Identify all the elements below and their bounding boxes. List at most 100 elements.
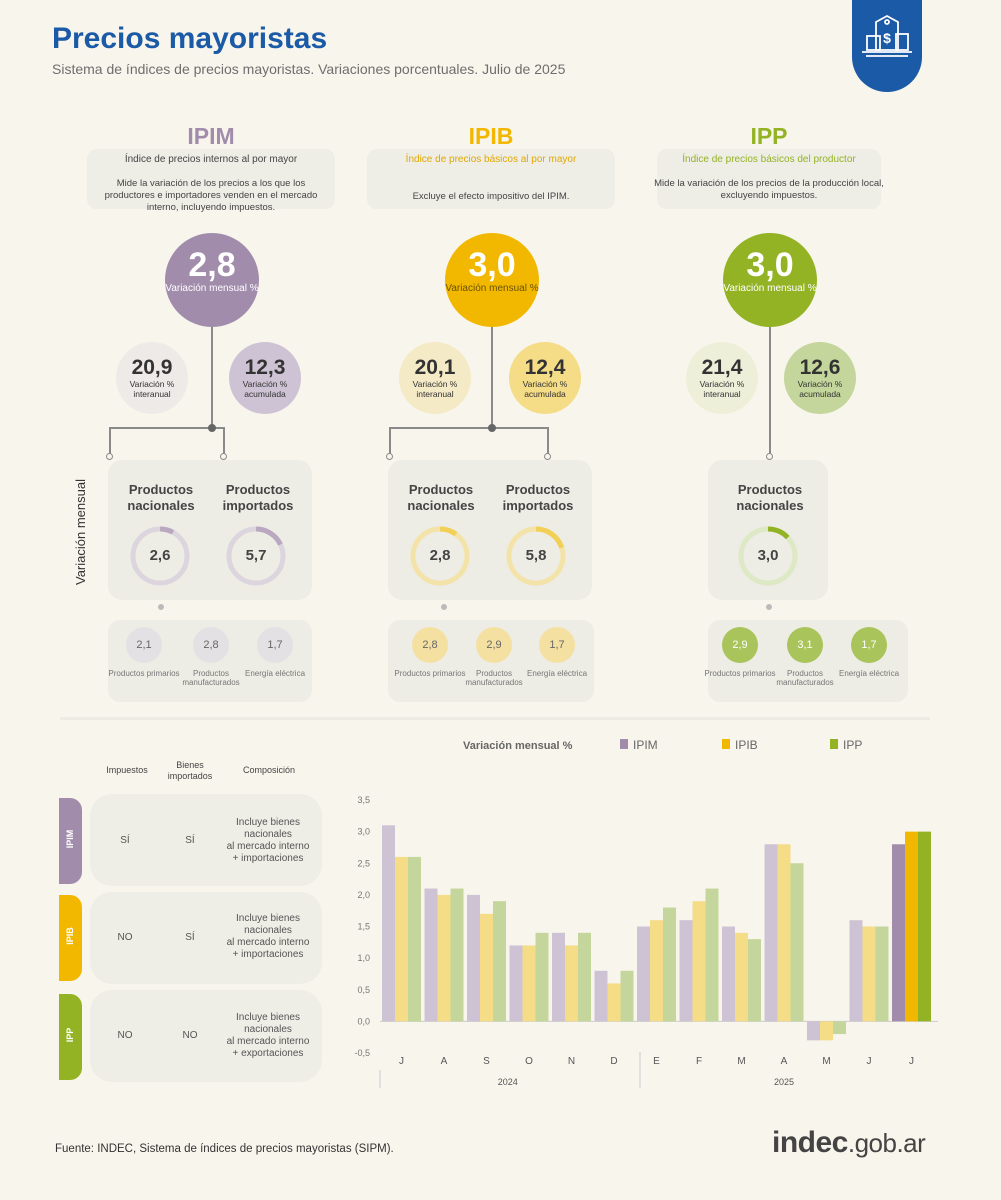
- connector: [109, 427, 224, 429]
- yoy-label: Variación % interanual: [129, 379, 175, 399]
- energy-circle: 1,7: [539, 627, 575, 663]
- x-tick-label: E: [653, 1056, 660, 1067]
- row-tab-ipp: IPP: [59, 994, 82, 1080]
- legend-label: IPIB: [735, 738, 758, 752]
- composition-line: nacionales: [244, 829, 292, 840]
- bar-ipp: [790, 863, 804, 1022]
- bar-ipim: [382, 825, 395, 1022]
- imported-cell: SÍ: [185, 835, 195, 846]
- monthly-circle: 3,0 Variación mensual %: [445, 233, 539, 327]
- x-tick-label: M: [822, 1056, 830, 1067]
- yoy-value: 20,9: [131, 356, 173, 379]
- imported-ring: [226, 526, 286, 586]
- bar-ipp: [493, 901, 506, 1022]
- primary-label: Productos primarios: [394, 669, 466, 678]
- taxes-cell: NO: [117, 1030, 133, 1041]
- primary-circle: 2,1: [126, 627, 162, 663]
- composition-line: nacionales: [244, 1024, 292, 1035]
- x-tick-label: N: [568, 1056, 575, 1067]
- composition-cell: Incluye bienes nacionales al mercado inter…: [216, 913, 320, 961]
- y-tick-label: 3,0: [357, 827, 370, 837]
- composition-line: + importaciones: [232, 853, 304, 864]
- bar-ipib: [395, 856, 408, 1022]
- bar-ipp: [663, 907, 676, 1022]
- bar-ipp: [408, 856, 421, 1022]
- bar-ipim: [849, 920, 863, 1022]
- price-tag-badge: $: [852, 0, 922, 92]
- imported-cell: SÍ: [185, 932, 195, 943]
- yoy-value: 21,4: [701, 356, 743, 379]
- manufactured-circle: 3,1: [787, 627, 823, 663]
- primary-circle: 2,8: [412, 627, 448, 663]
- composition-line: al mercado interno: [226, 841, 310, 852]
- bar-ipim: [552, 932, 565, 1022]
- bar-ipib: [437, 894, 451, 1022]
- row-tab-ipim: IPIM: [59, 798, 82, 884]
- connector: [491, 327, 493, 427]
- monthly-label: Variación mensual %: [445, 283, 539, 294]
- yoy-circle: 20,1 Variación % interanual: [399, 342, 471, 414]
- legend-label: IPIM: [633, 738, 658, 752]
- connector: [211, 327, 213, 427]
- index-definition: Mide la variación de los precios a los q…: [104, 178, 318, 213]
- imported-cell: NO: [182, 1030, 198, 1041]
- bar-ipim: [807, 1021, 820, 1041]
- connector: [223, 427, 225, 455]
- page-subtitle: Sistema de índices de precios mayoristas…: [52, 61, 566, 77]
- x-tick-label: A: [441, 1056, 448, 1067]
- connector: [769, 327, 771, 455]
- bar-ipim: [679, 920, 693, 1022]
- monthly-value: 2,8: [188, 246, 236, 284]
- monthly-value: 3,0: [468, 246, 516, 284]
- index-subtitle: Índice de precios básicos del productor: [682, 154, 856, 165]
- yoy-circle: 21,4 Variación % interanual: [686, 342, 758, 414]
- primary-circle: 2,9: [722, 627, 758, 663]
- bar-ipp: [705, 888, 719, 1022]
- ytd-value: 12,6: [799, 356, 841, 379]
- yoy-circle: 20,9 Variación % interanual: [116, 342, 188, 414]
- table-row: [90, 794, 322, 886]
- table-row: [90, 990, 322, 1082]
- bar-ipib: [650, 920, 663, 1022]
- bar-ipim: [509, 945, 523, 1022]
- y-tick-label: 0,5: [357, 985, 370, 995]
- ytd-value: 12,4: [524, 356, 566, 379]
- national-ring: [410, 526, 470, 586]
- primary-label: Productos primarios: [704, 669, 776, 678]
- national-value: 2,8: [429, 547, 451, 564]
- index-subtitle: Índice de precios internos al por mayor: [124, 154, 298, 165]
- x-tick-label: A: [781, 1056, 788, 1067]
- bar-ipim: [892, 844, 905, 1022]
- bar-ipim: [594, 970, 608, 1022]
- energy-circle: 1,7: [851, 627, 887, 663]
- yoy-label: Variación % interanual: [412, 379, 458, 399]
- manufactured-circle: 2,8: [193, 627, 229, 663]
- index-column-ipib: IPIB Índice de precios básicos al por ma…: [346, 120, 636, 720]
- x-tick-label: F: [696, 1056, 702, 1067]
- bar-ipib: [777, 844, 791, 1022]
- x-tick-label: J: [399, 1056, 404, 1067]
- node-dot: [766, 453, 773, 460]
- indec-logo: indec.gob.ar: [772, 1126, 926, 1160]
- ytd-label: Variación % acumulada: [242, 379, 288, 399]
- logo-main: indec: [772, 1126, 848, 1159]
- header-taxes: Impuestos: [106, 765, 148, 775]
- monthly-variation-chart: Variación mensual % IPIM IPIB IPP 3,5 3,0 2,5 2…: [354, 738, 938, 1088]
- energy-label: Energía eléctrica: [526, 669, 588, 678]
- monthly-label: Variación mensual %: [165, 283, 259, 294]
- monthly-value: 3,0: [746, 246, 794, 284]
- page-title: Precios mayoristas: [52, 22, 328, 55]
- legend-swatch: [830, 739, 838, 749]
- connector: [389, 427, 391, 455]
- composition-line: Incluye bienes: [236, 913, 300, 924]
- side-axis-label: Variación mensual: [73, 479, 88, 585]
- bar-ipim: [764, 844, 778, 1022]
- bar-ipib: [522, 945, 536, 1022]
- manufactured-label: Productos manufacturados: [465, 669, 523, 687]
- monthly-circle: 3,0 Variación mensual %: [723, 233, 817, 327]
- bar-ipp: [748, 939, 761, 1022]
- divider: [60, 717, 930, 720]
- y-tick-label: 1,5: [357, 922, 370, 932]
- x-tick-label: O: [525, 1056, 533, 1067]
- index-column-ipim: IPIM Índice de precios internos al por m…: [66, 120, 356, 720]
